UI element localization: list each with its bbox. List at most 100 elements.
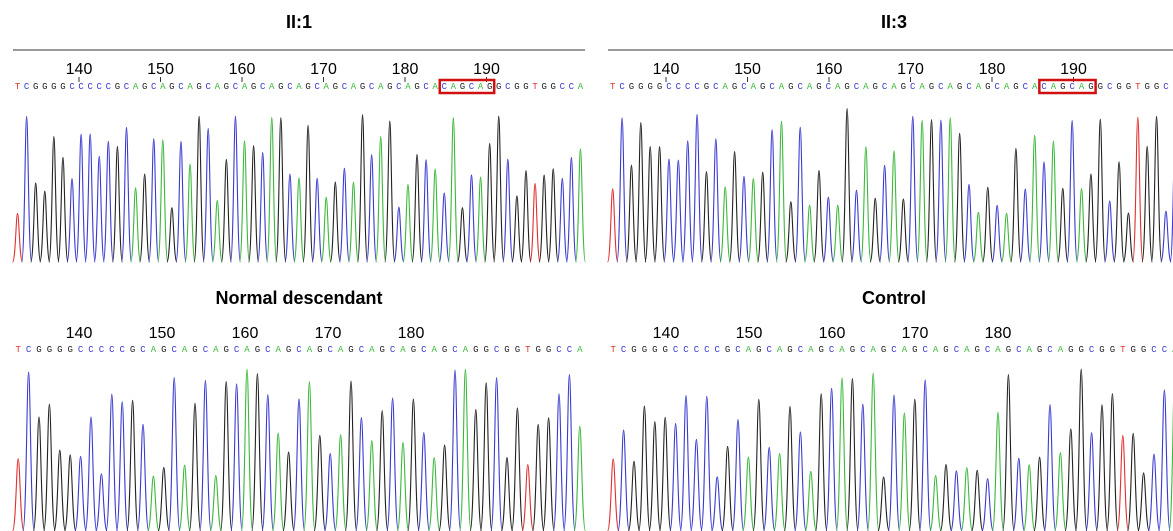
trace-peak	[738, 175, 750, 263]
base: T	[532, 82, 538, 92]
trace-peak	[95, 473, 108, 531]
trace-peak	[1002, 374, 1015, 531]
base: G	[33, 82, 38, 92]
trace-peak	[888, 150, 900, 263]
position-label: 160	[232, 325, 259, 342]
base: G	[647, 82, 652, 92]
position-label: 150	[149, 325, 176, 342]
trace-peak	[982, 186, 994, 263]
position-label: 170	[902, 325, 929, 342]
base: G	[460, 82, 465, 92]
trace-peak	[12, 212, 24, 263]
trace-peak	[1054, 452, 1067, 531]
base: G	[515, 345, 520, 355]
base: C	[735, 345, 741, 355]
position-label: 170	[315, 325, 342, 342]
base: G	[483, 345, 488, 355]
trace-peak	[511, 195, 523, 263]
trace-peak	[21, 115, 33, 263]
trace-peak	[490, 377, 503, 531]
trace-peak	[1019, 188, 1031, 263]
trace-peak	[209, 475, 223, 531]
base: G	[142, 82, 147, 92]
position-label: 150	[736, 325, 763, 342]
base: G	[943, 345, 948, 355]
trace-peak	[438, 444, 451, 531]
trace-peak	[238, 140, 251, 263]
base: G	[496, 82, 501, 92]
base: A	[995, 345, 1001, 355]
base: C	[621, 345, 627, 355]
base: A	[1032, 82, 1038, 92]
base: A	[133, 82, 139, 92]
base: A	[807, 82, 813, 92]
trace-peak	[841, 107, 853, 263]
base: C	[369, 82, 375, 92]
base: A	[863, 82, 869, 92]
base: G	[514, 82, 519, 92]
base: G	[1037, 345, 1042, 355]
trace-peak	[338, 167, 350, 263]
trace-peak	[939, 464, 953, 531]
trace-peak	[479, 382, 493, 531]
trace-peak	[465, 174, 478, 263]
trace-peak	[184, 163, 196, 263]
position-label: 180	[392, 61, 419, 78]
trace-peak	[407, 398, 420, 531]
trace-peak	[502, 158, 514, 263]
base: G	[1110, 345, 1115, 355]
trace-peak	[531, 423, 545, 531]
trace-peak	[366, 154, 378, 263]
trace-peak	[813, 170, 825, 263]
base: G	[957, 82, 962, 92]
trace-peak	[1043, 404, 1057, 531]
base: C	[766, 345, 772, 355]
position-label: 150	[147, 61, 174, 78]
trace-peak	[529, 182, 541, 263]
base: A	[779, 82, 785, 92]
base: G	[251, 82, 256, 92]
trace-peak	[563, 374, 576, 531]
trace-peak	[679, 394, 693, 531]
trace-peak	[887, 394, 901, 531]
trace-peak	[282, 451, 295, 531]
base: A	[213, 345, 219, 355]
panel-title: II:3	[881, 12, 907, 32]
trace-peak	[202, 127, 214, 263]
base: C	[1151, 345, 1157, 355]
base: G	[60, 82, 65, 92]
trace-peak	[323, 453, 337, 531]
base: C	[109, 345, 115, 355]
trace-peak	[493, 115, 505, 263]
base: G	[523, 82, 528, 92]
base: C	[327, 345, 333, 355]
trace-peak	[167, 376, 181, 531]
base: A	[369, 345, 375, 355]
trace-peak	[111, 145, 123, 263]
base: A	[463, 345, 469, 355]
base: C	[966, 82, 972, 92]
trace-peak	[1075, 188, 1088, 263]
trace-peak	[783, 405, 797, 531]
base: G	[551, 82, 556, 92]
base: C	[1041, 82, 1047, 92]
base: G	[360, 82, 365, 92]
trace-peak	[648, 421, 662, 531]
trace-peak	[542, 417, 555, 531]
base: G	[756, 345, 761, 355]
base: T	[610, 82, 616, 92]
base: G	[657, 82, 662, 92]
base: G	[487, 82, 492, 92]
base: C	[694, 345, 700, 355]
base: A	[338, 345, 344, 355]
base: G	[473, 345, 478, 355]
panel-title: Normal descendant	[215, 288, 382, 308]
trace-peak	[66, 178, 78, 263]
base: G	[192, 345, 197, 355]
base: A	[1079, 82, 1085, 92]
trace-peak	[1126, 432, 1140, 531]
trace-peak	[669, 422, 682, 531]
base: G	[414, 82, 419, 92]
trace-peak	[329, 181, 341, 263]
